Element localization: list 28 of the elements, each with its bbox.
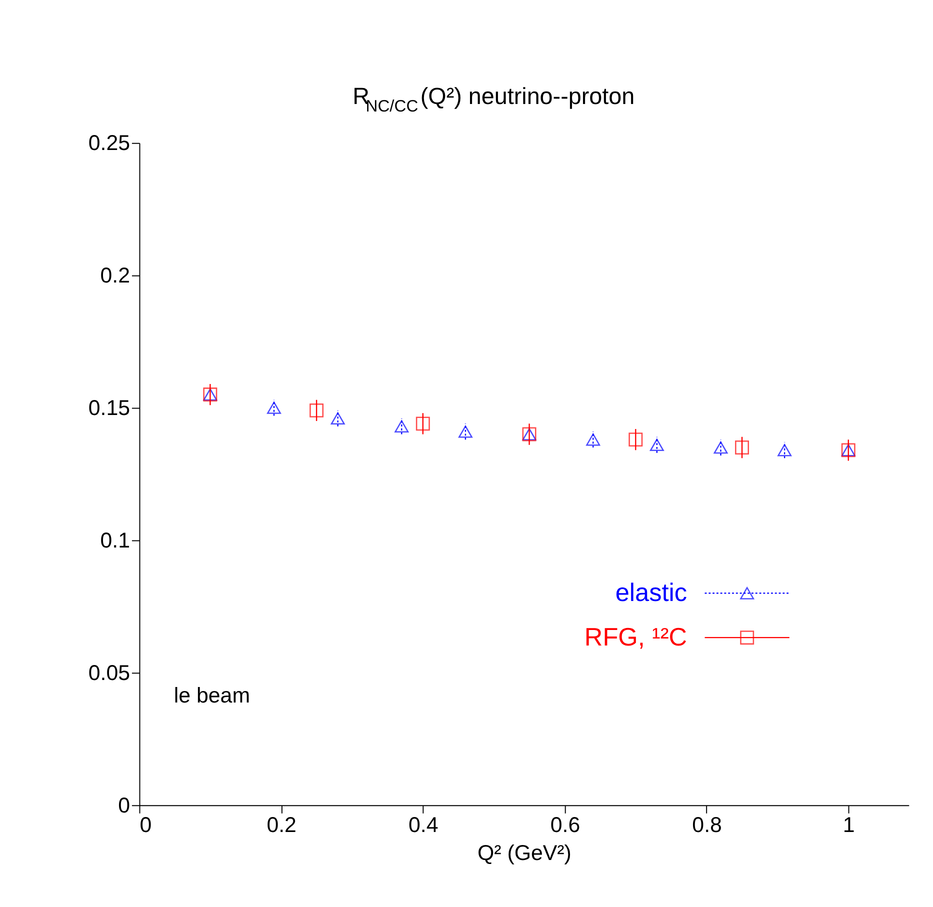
point [628, 432, 643, 447]
y-tick-label: 0.15 [88, 396, 130, 420]
legend-label: RFG, ¹²C [584, 623, 688, 652]
x-tick-label: 0.8 [692, 812, 722, 837]
point [735, 440, 749, 455]
x-tick-label: 0.2 [266, 812, 296, 837]
y-tick-label: 0.25 [88, 131, 130, 156]
annotation: le beam [174, 684, 250, 708]
x-tick-label: 0.6 [550, 812, 580, 837]
point [650, 438, 664, 452]
point [330, 412, 345, 425]
x-axis-title: Q² (GeV²) [477, 841, 572, 866]
point [458, 425, 472, 438]
legend-label: elastic [615, 579, 688, 608]
point [416, 416, 430, 431]
y-tick-label: 0.2 [100, 264, 130, 288]
point [310, 403, 324, 418]
x-tick-label: 0.4 [408, 812, 438, 837]
x-tick-label: 0 [140, 812, 152, 837]
y-tick-label: 0 [118, 793, 130, 818]
point [394, 420, 409, 432]
point [714, 441, 728, 454]
x-tick-label: 1 [842, 812, 855, 837]
point [586, 433, 600, 446]
y-tick-label: 0.1 [100, 528, 130, 553]
point [778, 444, 792, 456]
point [267, 402, 281, 414]
y-tick-label: 0.05 [88, 660, 130, 685]
